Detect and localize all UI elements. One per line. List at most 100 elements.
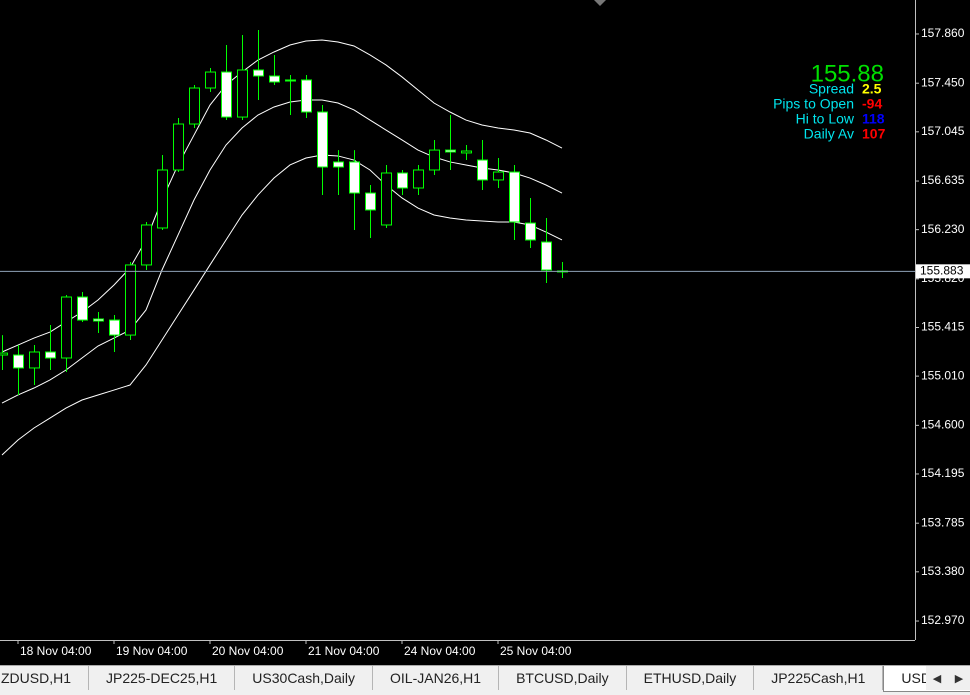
candle: [397, 169, 408, 195]
symbol-tab[interactable]: JP225-DEC25,H1: [89, 666, 236, 690]
candle: [141, 221, 152, 270]
candle: [189, 84, 200, 128]
candle-body: [93, 318, 104, 322]
symbol-tab[interactable]: ZDUSD,H1: [0, 666, 90, 690]
scroll-left[interactable]: ◀: [932, 672, 942, 685]
info-label: Spread: [809, 81, 854, 97]
candle: [0, 335, 8, 371]
candle: [173, 118, 184, 173]
candle: [125, 261, 136, 340]
candle: [109, 315, 120, 352]
candle-body: [317, 111, 328, 168]
candle: [205, 67, 216, 92]
candle-body: [269, 75, 280, 83]
y-tick-label: 157.860: [921, 26, 965, 40]
candle-body: [61, 296, 72, 359]
candle: [285, 75, 296, 116]
candle-body: [477, 159, 488, 181]
candle: [13, 345, 24, 395]
y-tick-label: 156.635: [921, 173, 965, 187]
candle: [317, 105, 328, 195]
y-tick-label: 157.450: [921, 75, 965, 89]
symbol-tab[interactable]: JP225Cash,H1: [754, 666, 884, 690]
candle: [445, 115, 456, 170]
symbol-tab[interactable]: ETHUSD,Daily: [627, 666, 755, 690]
symbol-tabs: ZDUSD,H1 JP225-DEC25,H1 US30Cash,Daily OIL-…: [0, 665, 970, 695]
candle: [381, 164, 392, 228]
candle-body: [77, 296, 88, 321]
current-price-box: [916, 264, 970, 279]
envelope-line: [1, 154, 563, 456]
x-tick-label: 19 Nov 04:00: [116, 644, 188, 658]
info-value: -94: [862, 96, 882, 112]
candle-body: [237, 69, 248, 118]
x-tick-label: 20 Nov 04:00: [212, 644, 284, 658]
candle-body: [189, 87, 200, 125]
chart: 157.860 157.450 157.045 156.635 156.230 155.8…: [0, 0, 970, 659]
symbol-tab[interactable]: US30Cash,Daily: [235, 666, 374, 690]
candle: [221, 45, 232, 121]
candle-body: [445, 149, 456, 153]
candle: [45, 324, 56, 371]
y-tick-label: 154.600: [921, 418, 965, 432]
candle: [333, 150, 344, 195]
candle-body: [285, 79, 296, 82]
candle-body: [13, 354, 24, 369]
candle-body: [253, 69, 264, 77]
candle-body: [381, 172, 392, 226]
candle-body: [397, 172, 408, 189]
candle-body: [141, 224, 152, 266]
candle-body: [429, 149, 440, 171]
candle: [525, 197, 536, 249]
y-tick-label: 157.045: [921, 124, 965, 138]
y-tick-label: 154.195: [921, 466, 965, 480]
candle: [461, 145, 472, 161]
candle-body: [365, 192, 376, 211]
y-tick-label: 156.230: [921, 222, 965, 236]
info-value: 107: [862, 126, 886, 142]
candle: [365, 185, 376, 238]
info-value: 2.5: [862, 81, 882, 97]
candle-body: [157, 169, 168, 229]
scroll-right[interactable]: ▶: [954, 672, 964, 685]
x-tick-label: 24 Nov 04:00: [404, 644, 476, 658]
candle: [253, 30, 264, 101]
candle: [269, 54, 280, 85]
candle-body: [0, 352, 8, 356]
candle: [157, 154, 168, 231]
candle-body: [173, 123, 184, 171]
candle-body: [333, 161, 344, 168]
candle-body: [29, 351, 40, 369]
candle-body: [45, 351, 56, 359]
y-tick-label: 155.415: [921, 320, 965, 334]
x-tick-label: 21 Nov 04:00: [308, 644, 380, 658]
candle: [541, 218, 552, 283]
candle-body: [509, 171, 520, 223]
candle: [477, 139, 488, 191]
candle-body: [525, 222, 536, 241]
y-tick-label: 153.380: [921, 564, 965, 578]
envelope-line: [1, 39, 563, 353]
symbol-tab[interactable]: OIL-JAN26,H1: [373, 666, 500, 690]
candle: [61, 294, 72, 373]
candle: [29, 345, 40, 386]
symbol-tab[interactable]: BTCUSD,Daily: [499, 666, 627, 690]
candle: [493, 157, 504, 189]
x-tick-label: 18 Nov 04:00: [20, 644, 92, 658]
candle-body: [461, 150, 472, 154]
candle-body: [493, 171, 504, 181]
candle: [429, 139, 440, 176]
candle: [301, 75, 312, 119]
candle-body: [349, 161, 360, 194]
y-tick-label: 152.970: [921, 613, 965, 627]
candle-body: [301, 79, 312, 113]
info-label: Hi to Low: [796, 111, 855, 127]
candle-body: [109, 319, 120, 336]
candle-body: [125, 264, 136, 336]
candle: [413, 164, 424, 195]
candle: [77, 291, 88, 322]
candle: [349, 150, 360, 231]
info-value: 118: [862, 111, 885, 127]
candle: [93, 312, 104, 334]
